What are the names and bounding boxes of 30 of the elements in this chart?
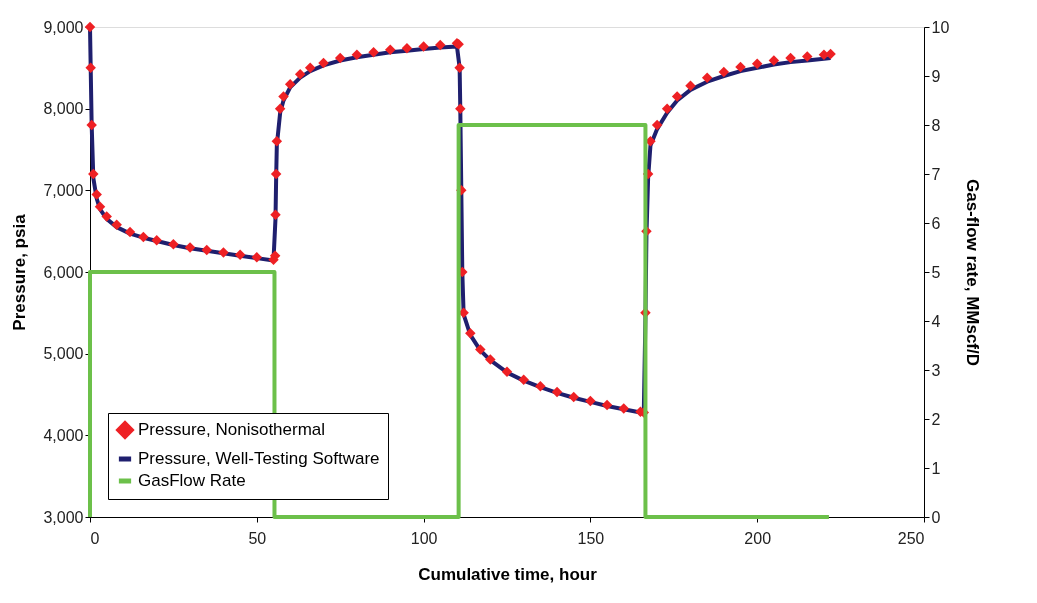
y-axis-title: Pressure, psia	[10, 213, 30, 331]
y2-axis-title: Gas-flow rate, MMscf/D	[963, 178, 983, 367]
y2-tick-label: 2	[931, 410, 941, 428]
y-tick-label: 4,000	[43, 426, 84, 444]
legend-label: Pressure, Well-Testing Software	[138, 449, 380, 468]
legend-label: Pressure, Nonisothermal	[138, 420, 326, 439]
x-tick-label: 0	[90, 529, 100, 547]
y-tick-label: 8,000	[43, 100, 84, 118]
y2-tick-label: 4	[931, 312, 941, 330]
y-tick-label: 7,000	[43, 181, 84, 199]
y2-tick-label: 1	[931, 459, 941, 477]
y2-tick-label: 3	[931, 361, 941, 379]
x-tick-label: 50	[248, 529, 267, 547]
x-tick-label: 200	[744, 529, 772, 547]
x-tick-label: 100	[410, 529, 438, 547]
y2-tick-label: 8	[931, 116, 941, 134]
y-tick-label: 5,000	[43, 345, 84, 363]
x-tick-label: 250	[897, 529, 925, 547]
legend-label: GasFlow Rate	[138, 471, 246, 490]
y-tick-label: 3,000	[43, 508, 84, 526]
y2-tick-label: 6	[931, 214, 941, 232]
y2-tick-label: 9	[931, 67, 941, 85]
x-axis-title: Cumulative time, hour	[418, 564, 598, 584]
y2-tick-label: 7	[931, 165, 941, 183]
y-tick-label: 9,000	[43, 18, 84, 36]
y2-tick-label: 10	[931, 18, 950, 36]
y2-tick-label: 5	[931, 263, 941, 281]
y2-tick-label: 0	[931, 508, 941, 526]
y-tick-label: 6,000	[43, 263, 84, 281]
x-tick-label: 150	[577, 529, 605, 547]
